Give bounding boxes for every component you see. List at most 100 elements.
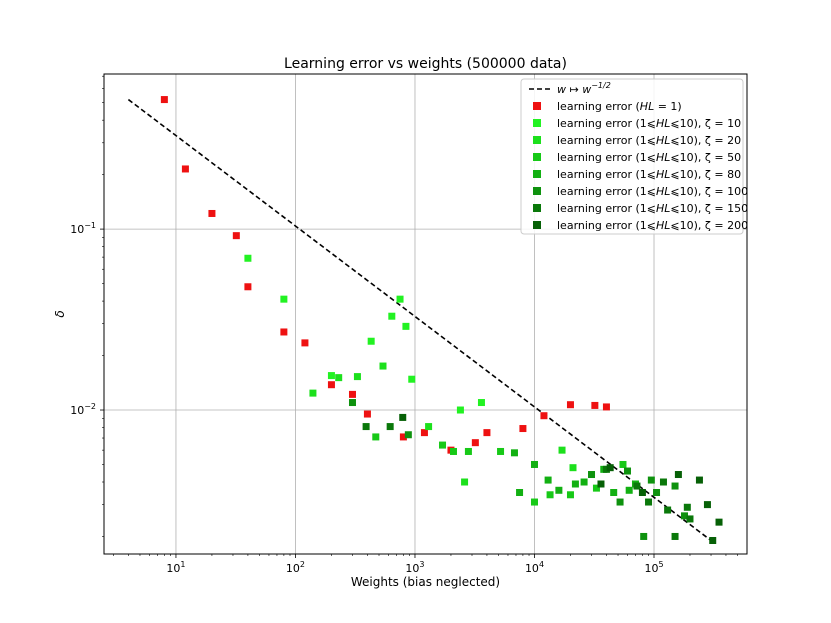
legend-label-series-5: learning error (1⩽HL⩽10), ζ = 100 <box>557 185 748 198</box>
data-point-series-4 <box>610 488 618 496</box>
reference-line-layer <box>127 98 715 544</box>
data-point-series-0 <box>327 381 335 389</box>
data-point-series-7 <box>695 476 703 484</box>
data-point-series-5 <box>671 482 679 490</box>
data-point-series-2 <box>353 373 361 381</box>
data-points-layer <box>160 96 723 544</box>
legend-swatch-series-0 <box>533 102 541 110</box>
data-point-series-4 <box>544 476 552 484</box>
data-point-series-2 <box>425 423 433 431</box>
data-point-series-3 <box>497 447 505 455</box>
data-point-series-0 <box>181 165 189 173</box>
data-point-series-3 <box>449 447 457 455</box>
data-point-series-6 <box>386 423 394 431</box>
plot-area-frame <box>103 73 748 555</box>
data-point-series-5 <box>616 498 624 506</box>
data-point-series-6 <box>683 503 691 511</box>
data-point-series-2 <box>558 446 566 454</box>
data-point-series-1 <box>396 295 404 303</box>
data-point-series-0 <box>483 429 491 437</box>
axis-ticks: 101 102 103 104 105 10−2 10−1 <box>70 75 738 575</box>
data-point-series-7 <box>606 464 614 472</box>
data-point-series-0 <box>540 412 548 420</box>
x-tick-label: 103 <box>405 560 424 575</box>
data-point-series-1 <box>408 375 416 383</box>
x-tick-label: 101 <box>166 560 185 575</box>
data-point-series-4 <box>625 486 633 494</box>
legend-label-series-4: learning error (1⩽HL⩽10), ζ = 80 <box>557 168 741 181</box>
data-point-series-5 <box>647 476 655 484</box>
data-point-series-6 <box>362 423 370 431</box>
data-point-series-2 <box>335 374 343 382</box>
data-point-series-7 <box>703 501 711 509</box>
legend-swatch-series-3 <box>533 153 541 161</box>
data-point-series-3 <box>530 498 538 506</box>
data-point-series-1 <box>280 295 288 303</box>
legend-swatch-series-2 <box>533 136 541 144</box>
data-point-series-7 <box>674 471 682 479</box>
data-point-series-5 <box>404 431 412 439</box>
legend-swatch-series-6 <box>533 204 541 212</box>
data-point-series-0 <box>301 339 309 347</box>
data-point-series-7 <box>597 480 605 488</box>
data-point-series-4 <box>580 478 588 486</box>
data-point-series-1 <box>477 399 485 407</box>
legend: w ↦ w−1/2 learning error (HL = 1) learning… <box>520 78 748 235</box>
legend-label-series-7: learning error (1⩽HL⩽10), ζ = 200 <box>557 219 748 232</box>
y-tick-label: 10−1 <box>70 221 96 236</box>
legend-label-series-6: learning error (1⩽HL⩽10), ζ = 150 <box>557 202 748 215</box>
legend-reference-line-label: w ↦ w−1/2 <box>557 81 611 96</box>
data-point-series-2 <box>309 389 317 397</box>
y-axis-label: δ <box>53 310 67 317</box>
data-point-series-0 <box>363 410 371 418</box>
data-point-series-1 <box>388 312 396 320</box>
data-point-series-3 <box>464 447 472 455</box>
data-point-series-0 <box>208 209 216 217</box>
data-point-series-2 <box>569 464 577 472</box>
data-point-series-0 <box>348 390 356 398</box>
data-point-series-6 <box>686 515 694 523</box>
data-point-series-0 <box>280 328 288 336</box>
legend-swatch-series-7 <box>533 221 541 229</box>
data-point-series-1 <box>244 254 252 262</box>
data-point-series-3 <box>566 491 574 499</box>
data-point-series-6 <box>664 506 672 514</box>
data-point-series-2 <box>461 478 469 486</box>
data-point-series-1 <box>402 322 410 330</box>
data-point-series-6 <box>671 532 679 540</box>
legend-box <box>520 78 744 235</box>
data-point-series-5 <box>623 467 631 475</box>
data-point-series-0 <box>591 401 599 409</box>
data-point-series-3 <box>619 460 627 468</box>
data-point-series-7 <box>399 413 407 421</box>
data-point-series-5 <box>640 532 648 540</box>
legend-swatch-series-5 <box>533 187 541 195</box>
data-point-series-3 <box>546 491 554 499</box>
data-point-series-2 <box>379 362 387 370</box>
data-point-series-3 <box>439 441 447 449</box>
data-point-series-7 <box>715 518 723 526</box>
x-tick-label: 105 <box>644 560 663 575</box>
data-point-series-0 <box>160 96 168 104</box>
data-point-series-1 <box>327 372 335 380</box>
data-point-series-4 <box>555 486 563 494</box>
data-point-series-0 <box>244 283 252 291</box>
data-point-series-5 <box>348 399 356 407</box>
legend-label-series-0: learning error (HL = 1) <box>557 100 682 113</box>
reference-line <box>127 98 715 544</box>
x-tick-label: 102 <box>286 560 305 575</box>
data-point-series-6 <box>633 482 641 490</box>
data-point-series-5 <box>681 512 689 520</box>
x-axis-label: Weights (bias neglected) <box>351 575 500 589</box>
data-point-series-3 <box>592 484 600 492</box>
legend-swatch-series-4 <box>533 170 541 178</box>
legend-label-series-1: learning error (1⩽HL⩽10), ζ = 10 <box>557 117 741 130</box>
data-point-series-0 <box>471 439 479 447</box>
data-point-series-0 <box>602 403 610 411</box>
legend-label-series-2: learning error (1⩽HL⩽10), ζ = 20 <box>557 134 741 147</box>
data-point-series-0 <box>232 232 240 240</box>
data-point-series-5 <box>653 488 661 496</box>
data-point-series-4 <box>571 480 579 488</box>
data-point-series-5 <box>588 471 596 479</box>
